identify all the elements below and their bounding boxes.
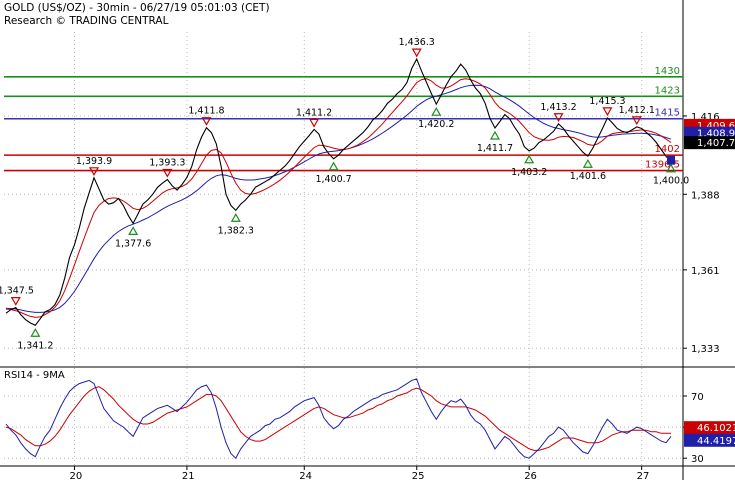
price-tick-label: 1,361	[691, 266, 720, 277]
swing-low-marker	[665, 163, 677, 173]
time-tick-label: 20	[69, 471, 82, 480]
swing-low-label: 1,341.2	[17, 340, 53, 351]
swing-low-label: 1,377.6	[115, 238, 151, 249]
time-tick-label: 25	[412, 471, 425, 480]
swing-low-marker	[328, 161, 339, 171]
time-tick-label: 21	[182, 471, 195, 480]
price-tag-label: 1,408.93	[697, 129, 735, 140]
rsi-tick-label: 70	[691, 392, 704, 403]
swing-high-marker	[309, 118, 320, 128]
swing-high-label: 1,413.2	[540, 102, 576, 113]
swing-high-label: 1,415.3	[589, 96, 625, 107]
rsi-tag-box	[684, 421, 735, 435]
swing-low-marker	[230, 213, 241, 222]
rsi-tick-label: 30	[691, 454, 704, 465]
swing-high-marker	[631, 116, 642, 126]
swing-low-marker	[489, 130, 501, 140]
swing-high-marker	[88, 167, 100, 177]
swing-high-label: 1,393.3	[149, 157, 185, 168]
time-tick-label: 27	[637, 471, 650, 480]
swing-high-marker	[201, 117, 212, 126]
swing-low-label: 1,400.7	[315, 174, 351, 185]
swing-low-label: 1,382.3	[218, 225, 254, 236]
level-label: 1415	[655, 108, 680, 119]
chart-subtitle: Research © TRADING CENTRAL	[4, 15, 169, 27]
swing-low-label: 1,420.2	[418, 119, 454, 130]
rsi-ma-line	[5, 386, 672, 451]
swing-high-label: 1,412.1	[619, 105, 655, 116]
swing-high-label: 1,411.2	[296, 107, 332, 118]
swing-low-label: 1,400.0	[653, 176, 689, 187]
price-tick-label: 1,333	[691, 344, 720, 355]
swing-low-marker	[582, 159, 593, 168]
time-tick-label: 26	[524, 471, 537, 480]
price-tick-label: 1,388	[691, 190, 720, 201]
swing-low-marker	[30, 328, 41, 337]
rsi-line	[5, 378, 672, 460]
time-tick-label: 24	[299, 471, 312, 480]
swing-high-label: 1,436.3	[399, 37, 435, 48]
swing-high-marker	[411, 48, 422, 58]
level-label: 1396.5	[645, 160, 680, 171]
level-label: 1423	[655, 85, 680, 96]
rsi-tag-label: 46.1021	[697, 423, 735, 434]
swing-low-label: 1,403.2	[511, 167, 547, 178]
last-bar-marker	[667, 155, 675, 165]
price-tick-label: 1,416	[691, 112, 720, 123]
swing-low-marker	[431, 106, 442, 116]
rsi-title: RSI14 - 9MA	[4, 370, 65, 381]
rsi-tag-label: 44.4197	[697, 436, 735, 447]
price-line	[5, 57, 672, 326]
swing-high-label: 1,411.8	[188, 106, 224, 117]
swing-low-marker	[524, 154, 535, 164]
price-tag-box	[684, 136, 735, 150]
price-tag-label: 1,407.71	[697, 138, 735, 149]
swing-high-label: 1,393.9	[76, 156, 112, 167]
price-tag-label: 1,409.6	[697, 121, 735, 132]
swing-high-marker	[10, 297, 21, 306]
ma-fast-line	[5, 78, 672, 318]
swing-high-marker	[602, 107, 613, 117]
swing-high-label: 1,347.5	[0, 286, 34, 297]
swing-low-label: 1,411.7	[477, 143, 513, 154]
level-label: 1402	[655, 144, 680, 155]
swing-high-marker	[162, 168, 173, 178]
rsi-tag-box	[684, 433, 735, 447]
swing-low-marker	[128, 226, 139, 236]
ma-slow-line	[5, 84, 672, 313]
swing-low-label: 1,401.6	[570, 171, 606, 182]
swing-high-marker	[553, 113, 564, 122]
level-label: 1430	[655, 66, 680, 77]
chart-title: GOLD (US$/OZ) - 30min - 06/27/19 05:01:0…	[4, 2, 270, 14]
